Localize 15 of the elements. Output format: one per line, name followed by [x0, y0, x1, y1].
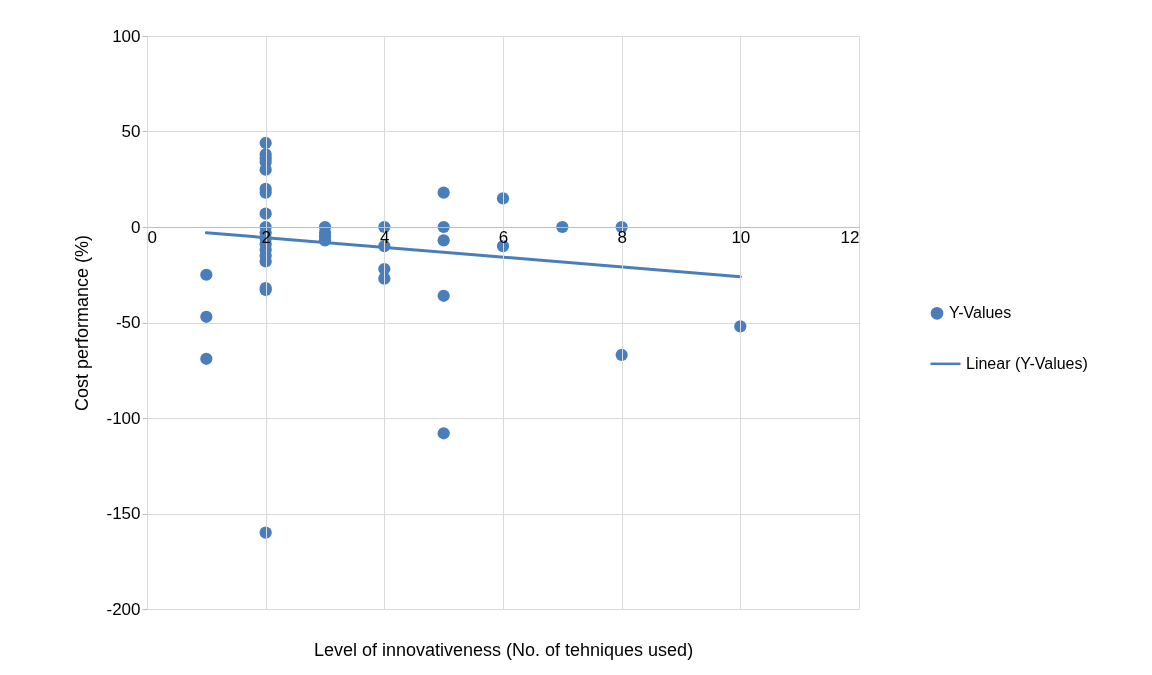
legend-label: Linear (Y-Values) [966, 354, 1088, 372]
x-tick-label: 8 [617, 227, 627, 247]
x-tick-label: 10 [731, 227, 751, 247]
x-tick-label: 12 [840, 227, 860, 247]
y-tick-label: -50 [115, 313, 141, 332]
y-axis-title: Cost performance (%) [72, 234, 93, 412]
y-tick-label: -200 [106, 599, 141, 619]
y-tick-label: 50 [121, 122, 141, 141]
y-tick-label: -150 [106, 504, 141, 523]
y-tick-label: -100 [106, 408, 141, 428]
x-axis-title: Level of innovativeness (No. of tehniques used) [313, 639, 694, 660]
x-tick-label: 6 [498, 227, 509, 247]
x-tick-label: 0 [147, 227, 157, 247]
legend-label: Y-Values [949, 304, 1012, 322]
y-tick-label: 100 [112, 26, 141, 46]
